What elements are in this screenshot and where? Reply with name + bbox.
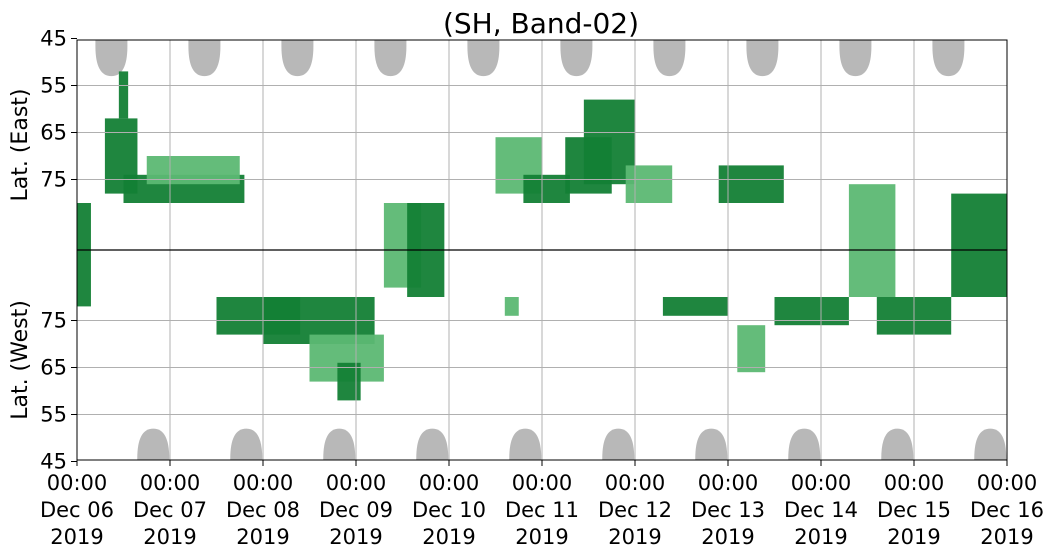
coverage-gap-east: [839, 40, 872, 77]
coverage-gap-east: [95, 40, 128, 77]
x-tick-date: Dec 15: [877, 498, 951, 522]
x-tick-time: 00:00: [419, 471, 480, 495]
activity-region: [77, 203, 91, 307]
coverage-gap-west: [416, 428, 449, 460]
activity-region: [662, 297, 728, 316]
x-tick-date: Dec 11: [505, 498, 579, 522]
x-tick-time: 00:00: [698, 471, 759, 495]
x-tick-time: 00:00: [47, 471, 108, 495]
activity-region: [737, 325, 766, 373]
x-tick-year: 2019: [608, 525, 661, 549]
coverage-gap-east: [746, 40, 779, 77]
y-axis-label-east: Lat. (East): [8, 89, 33, 202]
coverage-gap-east: [932, 40, 965, 77]
x-tick-label: 00:00 Dec 09 2019: [319, 471, 393, 549]
x-tick-year: 2019: [50, 525, 103, 549]
coverage-gap-east: [653, 40, 686, 77]
x-tick-time: 00:00: [884, 471, 945, 495]
plot-layer: [77, 40, 1007, 460]
x-tick-label: 00:00 Dec 14 2019: [784, 471, 858, 549]
x-tick-time: 00:00: [791, 471, 852, 495]
x-tick-label: 00:00 Dec 10 2019: [412, 471, 486, 549]
x-tick-label: 00:00 Dec 13 2019: [691, 471, 765, 549]
x-tick-time: 00:00: [977, 471, 1038, 495]
y-tick-label: 75: [40, 309, 67, 333]
x-tick-year: 2019: [329, 525, 382, 549]
activity-region: [848, 184, 896, 297]
coverage-gap-west: [323, 428, 356, 460]
y-tick-label: 75: [40, 168, 67, 192]
activity-region: [718, 165, 784, 203]
x-tick-year: 2019: [980, 525, 1033, 549]
activity-region: [337, 362, 361, 401]
x-tick-year: 2019: [701, 525, 754, 549]
coverage-gap-east: [467, 40, 500, 77]
coverage-gap-west: [881, 428, 914, 460]
x-tick-label: 00:00 Dec 15 2019: [877, 471, 951, 549]
x-tick-time: 00:00: [233, 471, 294, 495]
activity-region: [504, 297, 519, 316]
x-tick-year: 2019: [515, 525, 568, 549]
y-tick-label: 55: [40, 403, 67, 427]
x-tick-year: 2019: [422, 525, 475, 549]
coverage-gap-west: [602, 428, 635, 460]
y-tick-label: 65: [40, 356, 67, 380]
x-tick-time: 00:00: [512, 471, 573, 495]
coverage-gap-west: [695, 428, 728, 460]
y-tick-label: 55: [40, 74, 67, 98]
x-axis: 00:00 Dec 06 2019 00:00 Dec 07 2019 00:00 Dec 0…: [40, 460, 1044, 549]
x-tick-year: 2019: [794, 525, 847, 549]
x-tick-label: 00:00 Dec 06 2019: [40, 471, 114, 549]
coverage-gap-west: [788, 428, 821, 460]
x-tick-year: 2019: [236, 525, 289, 549]
coverage-gap-east: [560, 40, 593, 77]
x-tick-label: 00:00 Dec 08 2019: [226, 471, 300, 549]
x-tick-year: 2019: [143, 525, 196, 549]
coverage-gap-east: [188, 40, 221, 77]
x-tick-date: Dec 07: [133, 498, 207, 522]
coverage-gap-east: [281, 40, 314, 77]
x-tick-date: Dec 10: [412, 498, 486, 522]
activity-region: [951, 193, 1007, 297]
y-axis: 45 55 65 75 75 65 55 45: [40, 27, 77, 474]
x-tick-label: 00:00 Dec 16 2019: [970, 471, 1044, 549]
plot-area: [76, 39, 1008, 461]
x-tick-label: 00:00 Dec 07 2019: [133, 471, 207, 549]
y-tick-label: 45: [40, 27, 67, 51]
x-tick-date: Dec 06: [40, 498, 114, 522]
chart-title: (SH, Band-02): [443, 7, 639, 40]
activity-region: [118, 71, 129, 119]
x-tick-time: 00:00: [605, 471, 666, 495]
x-tick-time: 00:00: [140, 471, 201, 495]
coverage-gap-west: [509, 428, 542, 460]
y-tick-label: 65: [40, 121, 67, 145]
x-tick-year: 2019: [887, 525, 940, 549]
activity-region: [625, 165, 673, 203]
coverage-gap-west: [137, 428, 170, 460]
y-axis-label-west: Lat. (West): [8, 300, 33, 420]
coverage-gap-west: [230, 428, 263, 460]
coverage-gap-east: [374, 40, 407, 77]
x-tick-label: 00:00 Dec 12 2019: [598, 471, 672, 549]
x-tick-date: Dec 12: [598, 498, 672, 522]
y-tick-label: 45: [40, 450, 67, 474]
x-tick-date: Dec 16: [970, 498, 1044, 522]
x-tick-date: Dec 09: [319, 498, 393, 522]
x-tick-label: 00:00 Dec 11 2019: [505, 471, 579, 549]
x-tick-date: Dec 08: [226, 498, 300, 522]
coverage-gap-west: [974, 428, 1007, 460]
x-tick-date: Dec 14: [784, 498, 858, 522]
x-tick-date: Dec 13: [691, 498, 765, 522]
x-tick-time: 00:00: [326, 471, 387, 495]
